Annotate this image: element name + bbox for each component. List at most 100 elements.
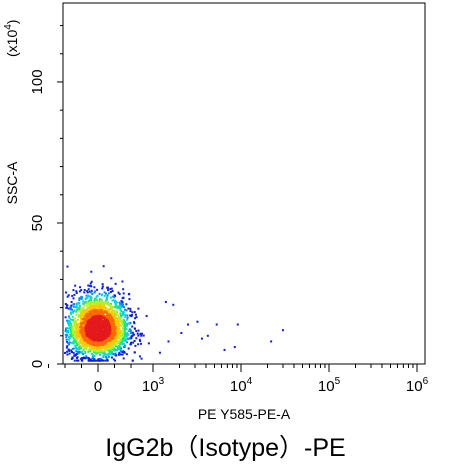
event-point bbox=[138, 355, 141, 358]
event-point bbox=[121, 301, 124, 304]
event-point bbox=[107, 292, 110, 295]
event-point bbox=[111, 299, 114, 302]
event-point bbox=[122, 292, 125, 295]
event-point bbox=[111, 339, 114, 342]
event-point bbox=[108, 339, 111, 342]
event-point bbox=[134, 317, 137, 320]
event-point bbox=[77, 359, 80, 362]
event-point bbox=[99, 319, 102, 322]
event-point bbox=[113, 338, 116, 341]
event-point bbox=[126, 316, 129, 319]
event-point bbox=[83, 314, 86, 317]
event-point bbox=[81, 321, 84, 324]
x-tick-label-2: 104 bbox=[230, 376, 253, 395]
event-point bbox=[67, 331, 70, 334]
event-point bbox=[126, 318, 129, 321]
x-tick-label-4: 106 bbox=[406, 376, 429, 395]
event-point bbox=[85, 294, 88, 297]
event-point bbox=[98, 353, 101, 356]
outlier-point bbox=[236, 323, 239, 326]
event-point bbox=[68, 343, 71, 346]
event-point bbox=[110, 306, 113, 309]
event-point bbox=[74, 334, 77, 337]
event-point bbox=[114, 330, 117, 333]
outlier-point bbox=[158, 351, 161, 354]
event-point bbox=[67, 329, 70, 332]
event-point bbox=[70, 322, 73, 325]
plot-frame bbox=[62, 2, 426, 365]
event-point bbox=[137, 329, 140, 332]
event-point bbox=[121, 314, 124, 317]
event-point bbox=[125, 328, 128, 331]
event-point bbox=[66, 304, 69, 307]
event-point bbox=[102, 359, 105, 362]
event-point bbox=[97, 333, 100, 336]
event-point bbox=[106, 335, 109, 338]
event-point bbox=[113, 296, 116, 299]
event-point bbox=[121, 350, 124, 353]
event-point bbox=[126, 341, 129, 344]
event-point bbox=[123, 339, 126, 342]
event-point bbox=[91, 357, 94, 360]
event-point bbox=[107, 346, 110, 349]
event-point bbox=[83, 345, 86, 348]
event-point bbox=[87, 356, 90, 359]
event-point bbox=[120, 332, 123, 335]
event-point bbox=[85, 329, 88, 332]
event-point bbox=[68, 337, 71, 340]
event-point bbox=[105, 334, 108, 337]
event-point bbox=[94, 359, 97, 362]
event-point bbox=[114, 294, 117, 297]
event-point bbox=[98, 299, 101, 302]
event-point bbox=[101, 301, 104, 304]
event-point bbox=[73, 359, 76, 362]
event-point bbox=[71, 315, 74, 318]
event-point bbox=[109, 314, 112, 317]
event-point bbox=[96, 359, 99, 362]
outlier-point bbox=[187, 323, 190, 326]
event-point bbox=[114, 359, 117, 362]
event-point bbox=[111, 306, 114, 309]
x-tick-label-1: 103 bbox=[142, 376, 165, 395]
outlier-point bbox=[223, 348, 226, 351]
event-point bbox=[81, 337, 84, 340]
event-point bbox=[130, 314, 133, 317]
event-point bbox=[101, 308, 104, 311]
event-point bbox=[80, 289, 83, 292]
event-point bbox=[92, 343, 95, 346]
event-point bbox=[89, 350, 92, 353]
event-point bbox=[103, 341, 106, 344]
event-point bbox=[72, 347, 75, 350]
event-point bbox=[117, 316, 120, 319]
event-point bbox=[89, 338, 92, 341]
event-point bbox=[102, 351, 105, 354]
event-point bbox=[119, 308, 122, 311]
event-point bbox=[89, 307, 92, 310]
event-point bbox=[81, 338, 84, 341]
event-point bbox=[77, 309, 80, 312]
event-point bbox=[77, 327, 80, 330]
event-point bbox=[69, 308, 72, 311]
event-point bbox=[107, 344, 110, 347]
event-point bbox=[120, 313, 123, 316]
event-point bbox=[86, 308, 89, 311]
event-point bbox=[72, 305, 75, 308]
event-point bbox=[64, 333, 67, 336]
event-point bbox=[78, 345, 81, 348]
event-point bbox=[108, 308, 111, 311]
event-point bbox=[113, 306, 116, 309]
event-point bbox=[73, 293, 76, 296]
event-point bbox=[113, 301, 116, 304]
event-point bbox=[103, 318, 106, 321]
event-point bbox=[72, 297, 75, 300]
event-point bbox=[127, 322, 130, 325]
event-point bbox=[105, 332, 108, 335]
event-point bbox=[117, 291, 120, 294]
event-point bbox=[75, 338, 78, 341]
event-point bbox=[102, 302, 105, 305]
event-point bbox=[107, 309, 110, 312]
event-point bbox=[78, 341, 81, 344]
event-point bbox=[122, 303, 125, 306]
event-point bbox=[84, 298, 87, 301]
event-point bbox=[122, 342, 125, 345]
